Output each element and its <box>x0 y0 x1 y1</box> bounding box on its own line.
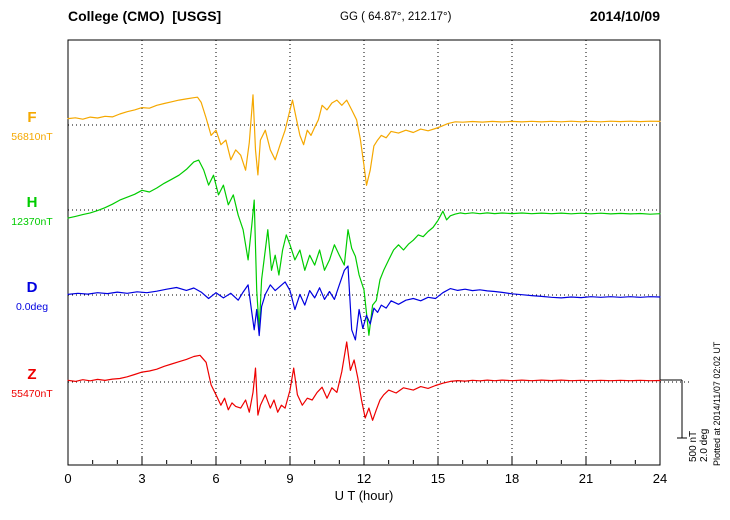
x-axis-title: U T (hour) <box>334 488 394 503</box>
x-tick-label: 6 <box>212 471 219 486</box>
channel-baseline-z: 55470nT <box>11 388 53 400</box>
plotted-at-note: Plotted at 2014/11/07 02:02 UT <box>712 341 722 466</box>
station-title: College (CMO) [USGS] <box>68 8 222 24</box>
trace-f <box>67 94 661 186</box>
channel-baseline-d: 0.0deg <box>15 301 49 313</box>
geographic-coordinates: GG ( 64.87°, 212.17°) <box>340 11 452 23</box>
scale-label-nt: 500 nT <box>688 430 699 462</box>
channel-block-z: Z 55470nT <box>0 366 64 400</box>
x-tick-label: 18 <box>505 471 519 486</box>
channel-label-d: D <box>26 279 38 296</box>
channel-label-h: H <box>26 194 38 211</box>
channel-block-f: F 56810nT <box>0 109 64 143</box>
x-tick-label: 15 <box>431 471 445 486</box>
trace-h <box>67 159 661 336</box>
x-tick-label: 3 <box>138 471 145 486</box>
scale-label-deg: 2.0 deg <box>699 428 710 462</box>
trace-d <box>67 265 661 341</box>
plot-date: 2014/10/09 <box>589 8 660 24</box>
channel-label-f: F <box>27 109 37 126</box>
channel-baseline-f: 56810nT <box>11 131 53 143</box>
channel-baseline-h: 12370nT <box>11 216 53 228</box>
x-tick-label: 24 <box>653 471 667 486</box>
channel-block-h: H 12370nT <box>0 194 64 228</box>
x-tick-label: 0 <box>64 471 71 486</box>
plot-frame <box>67 39 661 466</box>
trace-z <box>67 341 661 421</box>
x-tick-label: 12 <box>357 471 371 486</box>
channel-block-d: D 0.0deg <box>0 279 64 313</box>
x-tick-label: 21 <box>579 471 593 486</box>
channel-label-z: Z <box>27 366 37 383</box>
x-tick-label: 9 <box>286 471 293 486</box>
